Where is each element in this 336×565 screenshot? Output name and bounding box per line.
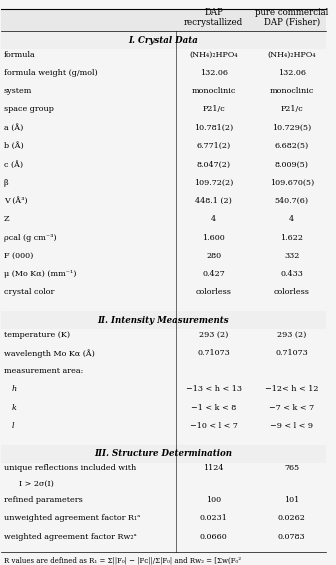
Text: crystal color: crystal color	[4, 289, 54, 297]
Text: 132.06: 132.06	[278, 69, 306, 77]
FancyBboxPatch shape	[1, 311, 326, 329]
Text: temperature (K): temperature (K)	[4, 331, 70, 338]
Text: 293 (2): 293 (2)	[199, 331, 228, 338]
Text: −7 < k < 7: −7 < k < 7	[269, 404, 314, 412]
Text: 10.781(2): 10.781(2)	[194, 124, 234, 132]
Text: measurement area:: measurement area:	[4, 367, 83, 375]
Text: R values are defined as R₁ = Σ||F₀| − |Fᴄ||/Σ|F₀| and Rw₂ = [Σw(F₀²: R values are defined as R₁ = Σ||F₀| − |F…	[4, 557, 241, 564]
Text: 100: 100	[206, 496, 221, 504]
Text: V (Å³): V (Å³)	[4, 197, 28, 205]
Text: 0.71073: 0.71073	[276, 349, 308, 357]
Text: unweighted agreement factor R₁ᵃ: unweighted agreement factor R₁ᵃ	[4, 515, 140, 523]
Text: 109.670(5): 109.670(5)	[270, 179, 314, 186]
Text: unique reflections included with: unique reflections included with	[4, 464, 136, 472]
Text: formula weight (g/mol): formula weight (g/mol)	[4, 69, 98, 77]
Text: l: l	[12, 422, 14, 430]
Text: k: k	[12, 404, 17, 412]
Text: I. Crystal Data: I. Crystal Data	[128, 36, 198, 45]
Text: (NH₄)₂HPO₄: (NH₄)₂HPO₄	[267, 51, 316, 59]
Text: 4: 4	[289, 215, 294, 223]
Text: refined parameters: refined parameters	[4, 496, 83, 504]
Text: 448.1 (2): 448.1 (2)	[195, 197, 232, 205]
Text: μ (Mo Kα) (mm⁻¹): μ (Mo Kα) (mm⁻¹)	[4, 270, 77, 278]
Text: −10 < l < 7: −10 < l < 7	[190, 422, 238, 430]
Text: 4: 4	[211, 215, 216, 223]
Text: monoclinic: monoclinic	[269, 87, 314, 95]
Text: 1.622: 1.622	[280, 233, 303, 242]
Text: II. Intensity Measurements: II. Intensity Measurements	[97, 316, 229, 325]
Text: −12< h < 12: −12< h < 12	[265, 385, 319, 393]
Text: c (Å): c (Å)	[4, 160, 23, 168]
Text: h: h	[12, 385, 17, 393]
Text: 1.600: 1.600	[202, 233, 225, 242]
Text: −9 < l < 9: −9 < l < 9	[270, 422, 313, 430]
Text: colorless: colorless	[196, 289, 232, 297]
Text: 332: 332	[284, 252, 299, 260]
Text: ρcal (g cm⁻³): ρcal (g cm⁻³)	[4, 233, 56, 242]
Text: system: system	[4, 87, 32, 95]
Text: P21/c: P21/c	[281, 106, 303, 114]
Text: pure commercial
DAP (Fisher): pure commercial DAP (Fisher)	[255, 7, 329, 27]
FancyBboxPatch shape	[1, 31, 326, 50]
Text: 1124: 1124	[204, 464, 224, 472]
Text: 280: 280	[206, 252, 221, 260]
Text: Z: Z	[4, 215, 9, 223]
FancyBboxPatch shape	[1, 9, 326, 31]
Text: P21/c: P21/c	[202, 106, 225, 114]
Text: wavelength Mo Kα (Å): wavelength Mo Kα (Å)	[4, 349, 95, 358]
Text: 10.729(5): 10.729(5)	[272, 124, 311, 132]
Text: 0.0262: 0.0262	[278, 515, 306, 523]
Text: 6.682(5): 6.682(5)	[275, 142, 309, 150]
Text: 540.7(6): 540.7(6)	[275, 197, 309, 205]
Text: a (Å): a (Å)	[4, 124, 23, 132]
Text: formula: formula	[4, 51, 36, 59]
Text: β: β	[4, 179, 9, 186]
Text: III. Structure Determination: III. Structure Determination	[94, 449, 232, 458]
Text: F (000): F (000)	[4, 252, 33, 260]
Text: 0.433: 0.433	[280, 270, 303, 278]
Text: 109.72(2): 109.72(2)	[194, 179, 234, 186]
Text: 765: 765	[284, 464, 299, 472]
Text: 0.0660: 0.0660	[200, 533, 227, 541]
Text: 8.009(5): 8.009(5)	[275, 160, 309, 168]
Text: 0.427: 0.427	[202, 270, 225, 278]
Text: 8.047(2): 8.047(2)	[197, 160, 231, 168]
Text: 0.0231: 0.0231	[200, 515, 228, 523]
FancyBboxPatch shape	[1, 445, 326, 463]
Text: weighted agreement factor Rw₂ᵃ: weighted agreement factor Rw₂ᵃ	[4, 533, 137, 541]
Text: −1 < k < 8: −1 < k < 8	[191, 404, 236, 412]
Text: 6.771(2): 6.771(2)	[197, 142, 231, 150]
Text: −13 < h < 13: −13 < h < 13	[186, 385, 242, 393]
Text: monoclinic: monoclinic	[192, 87, 236, 95]
Text: colorless: colorless	[274, 289, 310, 297]
Text: space group: space group	[4, 106, 54, 114]
Text: 0.71073: 0.71073	[197, 349, 230, 357]
Text: (NH₄)₂HPO₄: (NH₄)₂HPO₄	[190, 51, 238, 59]
Text: b (Å): b (Å)	[4, 142, 24, 150]
Text: 101: 101	[284, 496, 299, 504]
Text: 293 (2): 293 (2)	[277, 331, 306, 338]
Text: DAP
recrystallized: DAP recrystallized	[184, 7, 243, 27]
Text: 132.06: 132.06	[200, 69, 228, 77]
Text: 0.0783: 0.0783	[278, 533, 306, 541]
Text: I > 2σ(I): I > 2σ(I)	[14, 480, 53, 488]
